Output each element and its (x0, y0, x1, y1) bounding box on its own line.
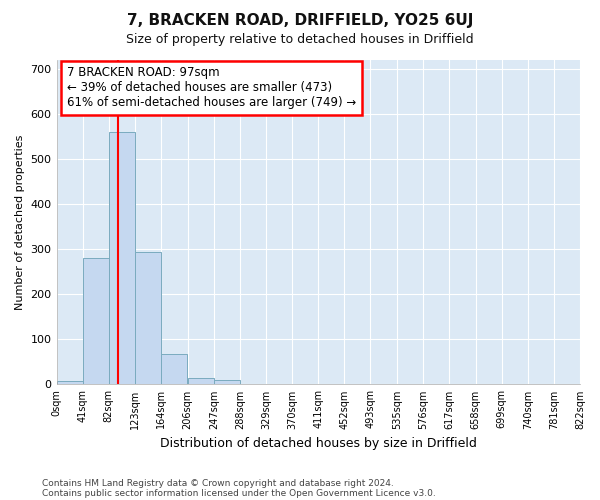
Bar (83, 258, 109, 384)
Text: 7, BRACKEN ROAD, DRIFFIELD, YO25 6UJ: 7, BRACKEN ROAD, DRIFFIELD, YO25 6UJ (127, 12, 473, 28)
Bar (109, 132, 135, 384)
Bar (135, 252, 161, 384)
Text: Contains HM Land Registry data © Crown copyright and database right 2024.: Contains HM Land Registry data © Crown c… (42, 478, 394, 488)
Bar (161, 354, 187, 384)
Bar (214, 380, 240, 384)
Text: Contains public sector information licensed under the Open Government Licence v3: Contains public sector information licen… (42, 488, 436, 498)
Bar (188, 378, 214, 384)
Text: Size of property relative to detached houses in Driffield: Size of property relative to detached ho… (126, 32, 474, 46)
Y-axis label: Number of detached properties: Number of detached properties (15, 134, 25, 310)
X-axis label: Distribution of detached houses by size in Driffield: Distribution of detached houses by size … (160, 437, 477, 450)
Text: 7 BRACKEN ROAD: 97sqm
← 39% of detached houses are smaller (473)
61% of semi-det: 7 BRACKEN ROAD: 97sqm ← 39% of detached … (67, 66, 356, 110)
Bar (56, 381, 83, 384)
